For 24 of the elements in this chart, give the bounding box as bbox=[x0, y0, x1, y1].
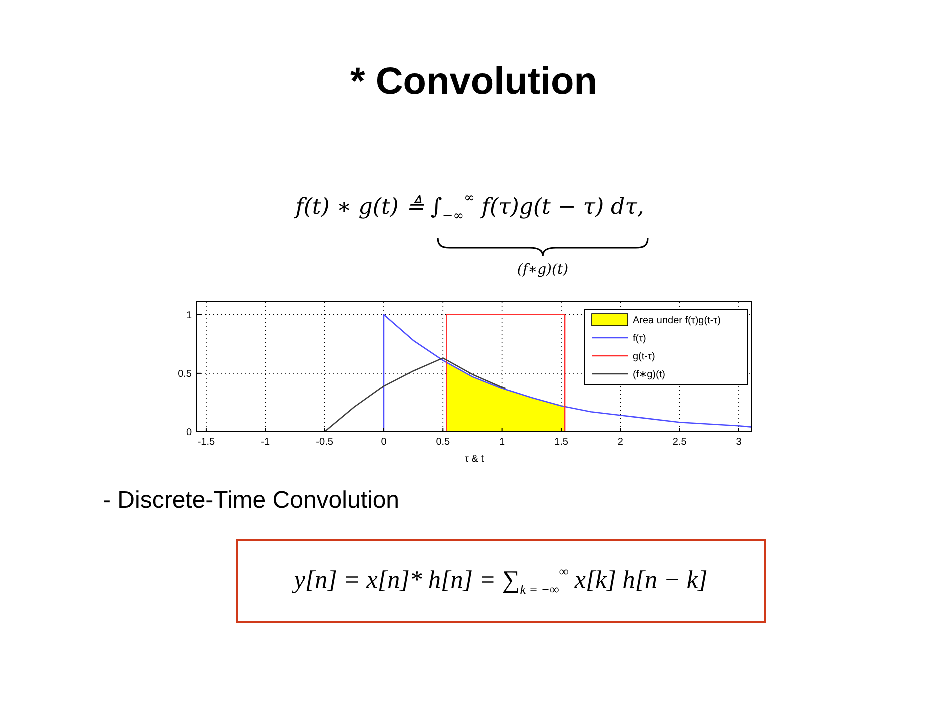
x-tick-label: 2.5 bbox=[672, 437, 688, 448]
legend-label: g(t-τ) bbox=[633, 352, 656, 362]
x-tick-label: -1.5 bbox=[198, 437, 216, 448]
x-tick-label: 3 bbox=[736, 437, 742, 448]
legend-label: f(τ) bbox=[633, 334, 646, 344]
x-tick-label: -1 bbox=[261, 437, 271, 448]
y-tick-label: 0.5 bbox=[178, 368, 192, 380]
x-tick-label: 2 bbox=[618, 437, 624, 448]
text: - Discrete-Time Convolution bbox=[103, 487, 400, 514]
text: y[n] = x[n]* h[n] = ∑$_{k = −∞}$$^{∞}$ x[k] h[n − k] bbox=[291, 564, 708, 597]
x-tick-label: 0 bbox=[381, 437, 388, 448]
legend-label: Area under f(τ)g(t-τ) bbox=[633, 316, 721, 326]
x-axis-title: τ & t bbox=[465, 454, 484, 465]
x-tick-label: 1.5 bbox=[554, 437, 569, 448]
y-tick-label: 0 bbox=[186, 428, 192, 438]
x-tick-label: -0.5 bbox=[316, 437, 334, 448]
y-tick-label: 1 bbox=[186, 310, 192, 322]
x-tick-label: 1 bbox=[500, 437, 506, 448]
text: f(t) ∗ g(t) ≜ ∫$_{−∞}$$^{∞}$ f(τ)g(t − τ) dτ, bbox=[294, 191, 644, 224]
chart-title: * Convolution bbox=[350, 61, 598, 103]
x-tick-label: 0.5 bbox=[436, 437, 451, 448]
line-series bbox=[324, 358, 507, 433]
legend-label: (f∗g)(t) bbox=[633, 370, 666, 380]
text: (f∗g)(t) bbox=[517, 262, 569, 278]
